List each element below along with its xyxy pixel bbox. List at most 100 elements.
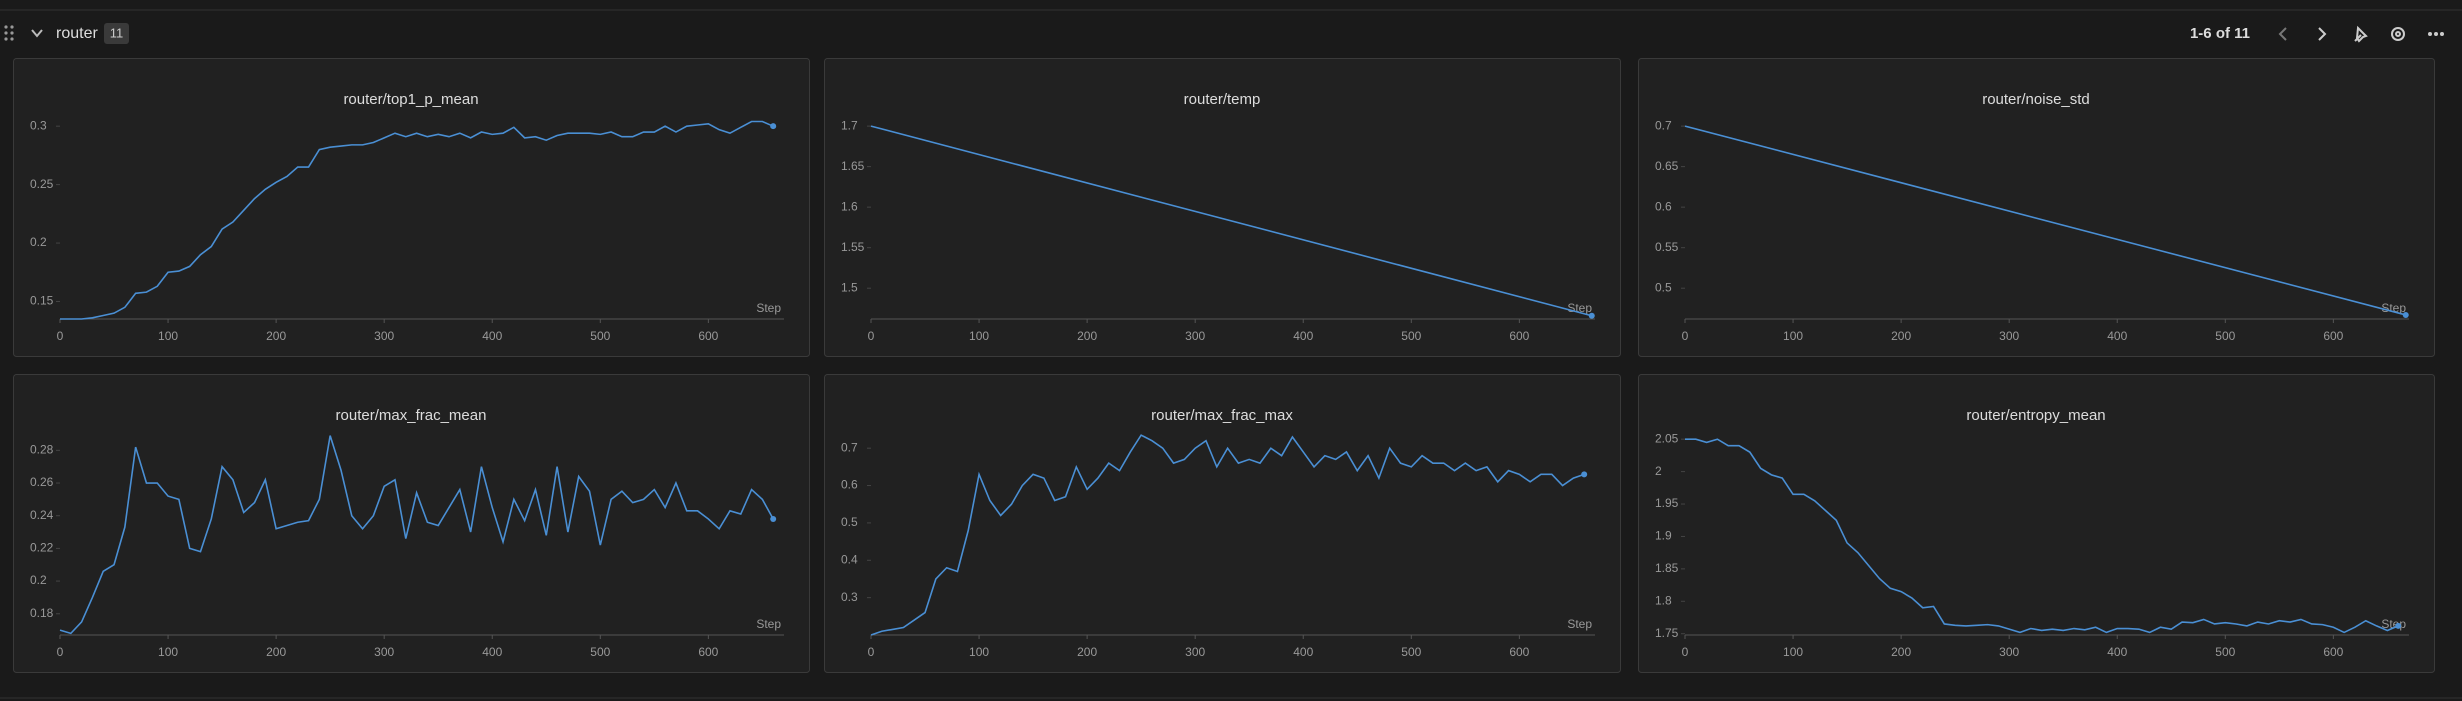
x-tick-label: 300 xyxy=(1999,329,2019,343)
y-tick-label: 1.55 xyxy=(841,240,865,254)
x-tick-label: 400 xyxy=(482,329,502,343)
x-tick-label: 500 xyxy=(590,329,610,343)
line-series xyxy=(59,435,774,635)
x-tick-label: 300 xyxy=(1999,645,2019,659)
line-series xyxy=(870,125,1592,317)
panel-frame xyxy=(824,374,1621,673)
y-tick-label: 1.95 xyxy=(1655,496,1679,510)
x-tick-label: 600 xyxy=(698,329,718,343)
x-tick-label: 500 xyxy=(2215,645,2235,659)
y-tick-label: 0.2 xyxy=(30,573,47,587)
y-tick-label: 0.6 xyxy=(841,478,858,492)
y-tick-label: 2 xyxy=(1655,464,1662,478)
x-tick-label: 300 xyxy=(1185,329,1205,343)
next-page[interactable] xyxy=(2318,27,2327,41)
x-tick-label: 200 xyxy=(1891,329,1911,343)
x-tick-label: 200 xyxy=(266,645,286,659)
x-tick-label: 500 xyxy=(1401,329,1421,343)
x-tick-label: 600 xyxy=(698,645,718,659)
x-tick-label: 100 xyxy=(1783,645,1803,659)
x-tick-label: 300 xyxy=(374,645,394,659)
chart-title: router/top1_p_mean xyxy=(343,91,478,108)
y-tick-label: 0.7 xyxy=(1655,118,1672,132)
settings-button[interactable] xyxy=(2391,27,2405,41)
x-tick-label: 100 xyxy=(1783,329,1803,343)
y-tick-label: 0.2 xyxy=(30,235,47,249)
chart-panel: router/max_frac_mean 0 100 200 300 400 500 600 0… xyxy=(13,374,810,673)
x-tick-label: 500 xyxy=(590,645,610,659)
y-tick-label: 0.4 xyxy=(841,552,858,566)
y-tick-label: 0.28 xyxy=(30,443,54,457)
last-point xyxy=(2402,311,2409,318)
x-tick-label: 300 xyxy=(374,329,394,343)
chart-panel: router/top1_p_mean 0 100 200 300 400 500 600 0.1… xyxy=(13,58,810,357)
panel-frame xyxy=(13,58,810,357)
drag-handle[interactable] xyxy=(4,25,14,41)
y-tick-label: 0.6 xyxy=(1655,199,1672,213)
last-point xyxy=(770,515,777,522)
more-button[interactable] xyxy=(2428,32,2444,36)
x-tick-label: 0 xyxy=(1682,645,1689,659)
y-tick-label: 1.7 xyxy=(841,118,858,132)
y-tick-label: 1.75 xyxy=(1655,626,1679,640)
x-tick-label: 400 xyxy=(2107,329,2127,343)
x-tick-label: 200 xyxy=(1891,645,1911,659)
y-tick-label: 0.24 xyxy=(30,508,54,522)
x-tick-label: 200 xyxy=(1077,329,1097,343)
x-tick-label: 0 xyxy=(868,645,875,659)
chart-panel: router/entropy_mean 0 100 200 300 400 500 600 1.… xyxy=(1638,374,2435,673)
x-tick-label: 300 xyxy=(1185,645,1205,659)
collapse-toggle[interactable] xyxy=(31,29,43,38)
x-tick-label: 400 xyxy=(1293,645,1313,659)
line-series xyxy=(870,434,1585,636)
chart-panel: router/temp 0 100 200 300 400 500 600 1.5 1.55 1.6… xyxy=(824,58,1621,357)
x-tick-label: 400 xyxy=(1293,329,1313,343)
x-tick-label: 600 xyxy=(2323,645,2343,659)
prev-page[interactable] xyxy=(2278,27,2287,41)
chart-title: router/max_frac_max xyxy=(1151,407,1293,424)
y-tick-label: 1.8 xyxy=(1655,593,1672,607)
y-tick-label: 1.5 xyxy=(841,280,858,294)
x-tick-label: 400 xyxy=(2107,645,2127,659)
y-tick-label: 1.65 xyxy=(841,159,865,173)
y-tick-label: 2.05 xyxy=(1655,431,1679,445)
x-tick-label: 0 xyxy=(1682,329,1689,343)
y-tick-label: 1.6 xyxy=(841,199,858,213)
pagination: 1-6 of 11 xyxy=(2190,25,2250,42)
y-tick-label: 0.65 xyxy=(1655,159,1679,173)
y-tick-label: 0.18 xyxy=(30,606,54,620)
x-tick-label: 600 xyxy=(1509,329,1529,343)
chart-title: router/entropy_mean xyxy=(1966,407,2105,424)
y-tick-label: 0.3 xyxy=(30,118,47,132)
x-tick-label: 100 xyxy=(969,645,989,659)
chart-title: router/max_frac_mean xyxy=(336,407,487,424)
chart-title: router/temp xyxy=(1184,91,1261,108)
x-tick-label: 500 xyxy=(1401,645,1421,659)
panel-frame xyxy=(1638,58,2435,357)
y-tick-label: 0.15 xyxy=(30,294,54,308)
panel-frame xyxy=(1638,374,2435,673)
pin-button[interactable] xyxy=(2354,25,2368,43)
y-tick-label: 0.3 xyxy=(841,590,858,604)
line-series xyxy=(1684,125,2406,316)
y-tick-label: 0.26 xyxy=(30,475,54,489)
y-tick-label: 0.25 xyxy=(30,177,54,191)
x-tick-label: 500 xyxy=(2215,329,2235,343)
chart-title: router/noise_std xyxy=(1982,91,2090,108)
last-point xyxy=(1588,312,1595,319)
line-series xyxy=(60,120,774,320)
count-badge xyxy=(104,23,129,44)
chart-panel: router/max_frac_max 0 100 200 300 400 500 600 0.… xyxy=(824,374,1621,673)
x-axis-label: Step xyxy=(1567,617,1592,631)
y-tick-label: 0.22 xyxy=(30,541,54,555)
x-axis-label: Step xyxy=(2381,301,2406,315)
y-tick-label: 0.7 xyxy=(841,440,858,454)
x-tick-label: 0 xyxy=(57,329,64,343)
y-tick-label: 1.9 xyxy=(1655,529,1672,543)
section-title: router xyxy=(56,25,98,42)
x-tick-label: 200 xyxy=(266,329,286,343)
panel-frame xyxy=(13,374,810,673)
count-badge-text: 11 xyxy=(110,25,124,40)
